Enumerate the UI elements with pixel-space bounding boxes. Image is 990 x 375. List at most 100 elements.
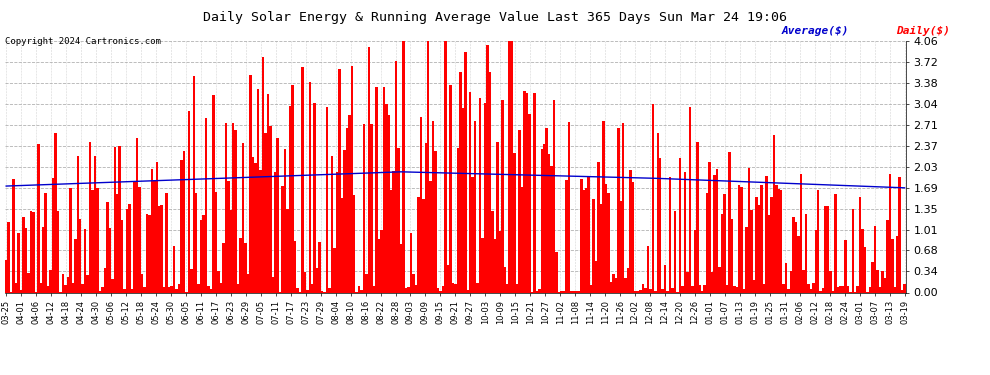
- Bar: [121, 220, 124, 292]
- Bar: [539, 289, 541, 292]
- Bar: [415, 285, 417, 292]
- Bar: [119, 146, 121, 292]
- Bar: [519, 130, 521, 292]
- Bar: [597, 162, 600, 292]
- Bar: [625, 278, 627, 292]
- Bar: [526, 93, 529, 292]
- Bar: [454, 284, 456, 292]
- Bar: [314, 103, 316, 292]
- Bar: [150, 170, 153, 292]
- Bar: [889, 174, 891, 292]
- Bar: [175, 290, 178, 292]
- Bar: [210, 290, 212, 292]
- Bar: [331, 156, 334, 292]
- Bar: [706, 193, 709, 292]
- Bar: [377, 239, 380, 292]
- Bar: [25, 228, 27, 292]
- Bar: [144, 287, 146, 292]
- Bar: [412, 274, 415, 292]
- Bar: [410, 232, 412, 292]
- Text: Copyright 2024 Cartronics.com: Copyright 2024 Cartronics.com: [5, 38, 160, 46]
- Bar: [555, 252, 557, 292]
- Bar: [646, 246, 649, 292]
- Bar: [146, 214, 148, 292]
- Bar: [635, 291, 637, 292]
- Bar: [200, 220, 202, 292]
- Bar: [871, 262, 874, 292]
- Bar: [827, 206, 830, 292]
- Bar: [296, 288, 299, 292]
- Bar: [294, 242, 296, 292]
- Bar: [375, 87, 377, 292]
- Bar: [17, 233, 20, 292]
- Bar: [869, 287, 871, 292]
- Bar: [274, 172, 276, 292]
- Bar: [524, 91, 526, 292]
- Bar: [284, 149, 286, 292]
- Bar: [466, 290, 469, 292]
- Bar: [464, 53, 466, 292]
- Bar: [775, 185, 777, 292]
- Bar: [565, 180, 567, 292]
- Bar: [605, 184, 607, 292]
- Bar: [901, 290, 904, 292]
- Bar: [846, 286, 849, 292]
- Bar: [311, 284, 314, 292]
- Bar: [390, 190, 392, 292]
- Bar: [420, 117, 422, 292]
- Bar: [205, 118, 207, 292]
- Bar: [577, 291, 580, 292]
- Bar: [825, 206, 827, 292]
- Bar: [249, 75, 251, 292]
- Bar: [276, 138, 279, 292]
- Bar: [545, 128, 547, 292]
- Bar: [346, 128, 348, 292]
- Bar: [659, 158, 661, 292]
- Bar: [350, 66, 353, 292]
- Bar: [155, 162, 158, 292]
- Bar: [724, 194, 726, 292]
- Bar: [534, 93, 536, 292]
- Bar: [222, 243, 225, 292]
- Bar: [40, 283, 42, 292]
- Bar: [694, 230, 696, 292]
- Bar: [269, 126, 271, 292]
- Bar: [32, 212, 35, 292]
- Bar: [247, 274, 249, 292]
- Bar: [514, 153, 516, 292]
- Bar: [124, 288, 126, 292]
- Bar: [395, 62, 397, 292]
- Bar: [521, 187, 524, 292]
- Bar: [894, 288, 896, 292]
- Bar: [245, 243, 247, 292]
- Bar: [101, 286, 104, 292]
- Bar: [504, 267, 506, 292]
- Bar: [491, 211, 494, 292]
- Bar: [99, 291, 101, 292]
- Bar: [160, 205, 163, 292]
- Bar: [484, 103, 486, 292]
- Bar: [385, 104, 387, 292]
- Bar: [874, 226, 876, 292]
- Bar: [592, 199, 595, 292]
- Bar: [237, 284, 240, 292]
- Bar: [402, 41, 405, 292]
- Bar: [141, 274, 144, 292]
- Bar: [27, 273, 30, 292]
- Bar: [777, 189, 780, 292]
- Bar: [126, 209, 129, 292]
- Bar: [709, 162, 711, 292]
- Bar: [435, 150, 437, 292]
- Bar: [785, 263, 787, 292]
- Bar: [669, 177, 671, 292]
- Bar: [837, 286, 840, 292]
- Bar: [266, 94, 269, 292]
- Bar: [360, 290, 363, 292]
- Bar: [353, 195, 355, 292]
- Bar: [427, 41, 430, 292]
- Bar: [494, 239, 496, 292]
- Bar: [817, 190, 820, 292]
- Bar: [840, 286, 842, 292]
- Bar: [148, 215, 150, 292]
- Bar: [7, 222, 10, 292]
